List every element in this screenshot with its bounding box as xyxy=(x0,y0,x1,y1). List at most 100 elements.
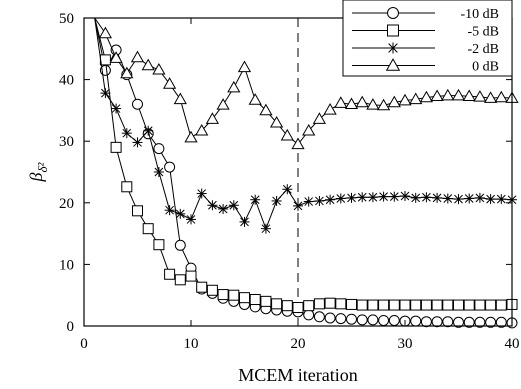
asterisk-stroke xyxy=(443,194,453,203)
triangle-marker xyxy=(451,88,466,101)
square-marker xyxy=(388,299,400,311)
asterisk-marker xyxy=(250,194,261,205)
square-marker xyxy=(185,270,197,282)
square-marker xyxy=(442,299,454,311)
asterisk-stroke xyxy=(389,192,399,201)
square-marker xyxy=(463,299,475,311)
x-tick-label: 30 xyxy=(398,336,413,352)
legend-entry: 0 dB xyxy=(352,58,499,75)
square-marker xyxy=(281,300,293,312)
asterisk-marker xyxy=(357,192,368,203)
asterisk-marker xyxy=(400,191,410,202)
asterisk-stroke xyxy=(175,209,185,219)
triangle-marker xyxy=(109,51,123,63)
asterisk-stroke xyxy=(122,128,132,138)
asterisk-stroke xyxy=(143,126,153,136)
triangle-marker xyxy=(385,58,401,71)
asterisk-marker xyxy=(432,192,443,203)
asterisk-marker xyxy=(453,194,464,205)
square-marker xyxy=(346,298,357,310)
asterisk-marker xyxy=(325,194,336,205)
asterisk-stroke xyxy=(240,217,249,227)
triangle-marker xyxy=(120,66,134,79)
asterisk-marker xyxy=(186,214,196,225)
asterisk-marker xyxy=(474,192,485,203)
triangle-marker xyxy=(344,97,359,110)
circle-marker xyxy=(387,7,399,19)
triangle-marker xyxy=(195,123,209,136)
square-marker xyxy=(271,298,283,310)
asterisk-stroke xyxy=(379,192,388,201)
legend-label: -2 dB xyxy=(468,42,500,57)
triangle-marker xyxy=(162,77,177,89)
asterisk-stroke xyxy=(454,194,463,204)
triangle-marker xyxy=(237,60,252,73)
asterisk-stroke xyxy=(229,200,239,210)
series-asterisk xyxy=(94,17,517,234)
asterisk-marker xyxy=(100,88,111,99)
x-tick-label: 40 xyxy=(505,336,520,352)
asterisk-marker xyxy=(164,205,175,216)
square-marker xyxy=(313,298,325,310)
asterisk-marker xyxy=(496,194,507,205)
series-line xyxy=(94,17,513,145)
asterisk-marker xyxy=(464,193,475,204)
square-marker xyxy=(110,141,122,153)
asterisk-marker xyxy=(121,128,132,139)
circle-marker xyxy=(431,316,443,328)
circle-marker xyxy=(335,313,347,325)
asterisk-stroke xyxy=(496,194,506,204)
square-marker xyxy=(260,295,272,307)
square-marker xyxy=(324,297,336,309)
square-marker xyxy=(196,281,208,293)
axes-group: 0 10 20 30 40 0 10 20 30 40 50 xyxy=(59,11,520,352)
asterisk-marker xyxy=(442,193,453,204)
asterisk-stroke xyxy=(165,205,174,215)
asterisk-marker xyxy=(346,192,357,203)
asterisk-marker xyxy=(271,195,282,206)
asterisk-marker xyxy=(175,208,186,219)
asterisk-stroke xyxy=(422,192,431,202)
y-tick-label: 0 xyxy=(67,319,75,335)
square-marker xyxy=(378,299,390,311)
series-triangle xyxy=(94,17,519,150)
asterisk-marker xyxy=(387,42,399,54)
asterisk-stroke xyxy=(111,104,121,113)
asterisk-stroke xyxy=(411,193,421,203)
asterisk-stroke xyxy=(325,195,335,205)
triangle-marker xyxy=(98,26,113,39)
asterisk-marker xyxy=(410,192,421,203)
square-marker xyxy=(164,268,176,280)
legend-entry: -5 dB xyxy=(352,24,500,40)
asterisk-stroke xyxy=(154,167,164,177)
series-group xyxy=(94,17,519,329)
square-marker xyxy=(410,299,422,311)
asterisk-stroke xyxy=(304,197,314,206)
asterisk-stroke xyxy=(133,138,142,147)
circle-marker xyxy=(474,316,486,328)
square-marker xyxy=(174,274,186,286)
square-marker xyxy=(495,299,507,311)
y-tick-label: 40 xyxy=(59,73,74,89)
circle-marker xyxy=(324,312,336,324)
y-tick-label: 20 xyxy=(59,196,74,212)
circle-marker xyxy=(388,314,400,326)
y-tick-label: 50 xyxy=(59,11,74,27)
square-marker xyxy=(99,54,111,66)
asterisk-marker xyxy=(282,184,293,195)
square-marker xyxy=(217,289,229,301)
triangle-marker xyxy=(141,58,155,71)
circle-marker xyxy=(485,316,497,328)
asterisk-stroke xyxy=(368,192,378,202)
triangle-marker xyxy=(473,90,487,102)
triangle-marker xyxy=(494,90,508,103)
asterisk-marker xyxy=(389,191,400,202)
y-tick-label: 30 xyxy=(59,134,74,150)
square-marker xyxy=(132,205,143,217)
asterisk-stroke xyxy=(357,192,367,202)
square-marker xyxy=(485,299,497,311)
square-marker xyxy=(121,181,133,193)
x-tick-label: 10 xyxy=(184,336,199,352)
legend-label: -5 dB xyxy=(468,25,500,40)
